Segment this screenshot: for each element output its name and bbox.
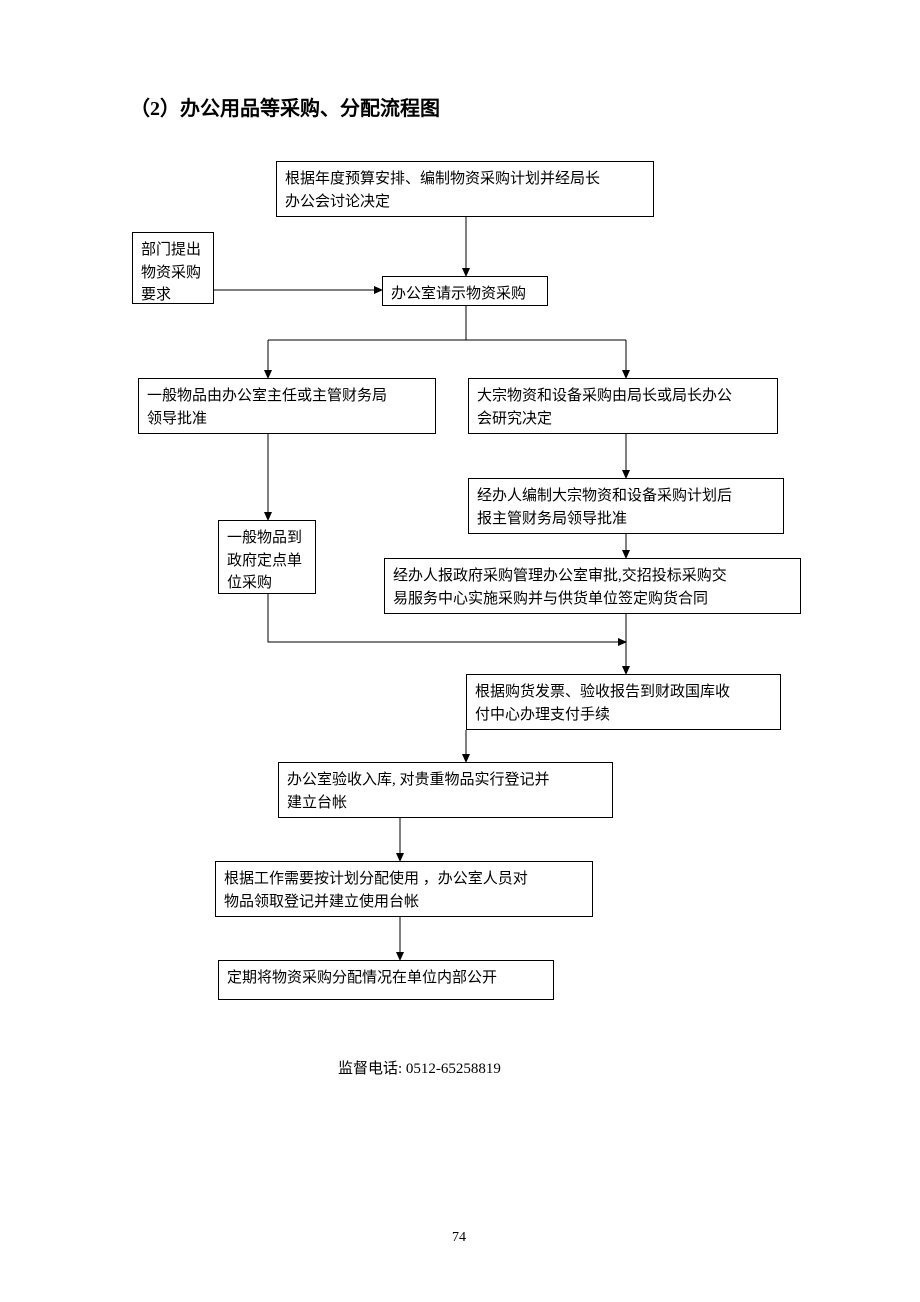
flowchart-node-n7: 经办人编制大宗物资和设备采购计划后报主管财务局领导批准 [468,478,784,534]
flowchart-node-n4: 一般物品由办公室主任或主管财务局领导批准 [138,378,436,434]
flowchart-node-n10: 办公室验收入库, 对贵重物品实行登记并建立台帐 [278,762,613,818]
flowchart-node-n12: 定期将物资采购分配情况在单位内部公开 [218,960,554,1000]
flowchart-node-n1: 根据年度预算安排、编制物资采购计划并经局长办公会讨论决定 [276,161,654,217]
flowchart-node-n2: 部门提出物资采购要求 [132,232,214,304]
supervision-phone: 监督电话: 0512-65258819 [338,1057,501,1078]
flowchart-node-n9: 根据购货发票、验收报告到财政国库收付中心办理支付手续 [466,674,781,730]
flowchart-node-n11: 根据工作需要按计划分配使用 ，办公室人员对物品领取登记并建立使用台帐 [215,861,593,917]
flowchart-node-n3: 办公室请示物资采购 [382,276,548,306]
page-title: （2）办公用品等采购、分配流程图 [130,92,440,121]
flowchart-node-n6: 一般物品到政府定点单位采购 [218,520,316,594]
flowchart-node-n8: 经办人报政府采购管理办公室审批,交招投标采购交易服务中心实施采购并与供货单位签定… [384,558,801,614]
page-number: 74 [452,1230,466,1246]
flowchart-node-n5: 大宗物资和设备采购由局长或局长办公会研究决定 [468,378,778,434]
